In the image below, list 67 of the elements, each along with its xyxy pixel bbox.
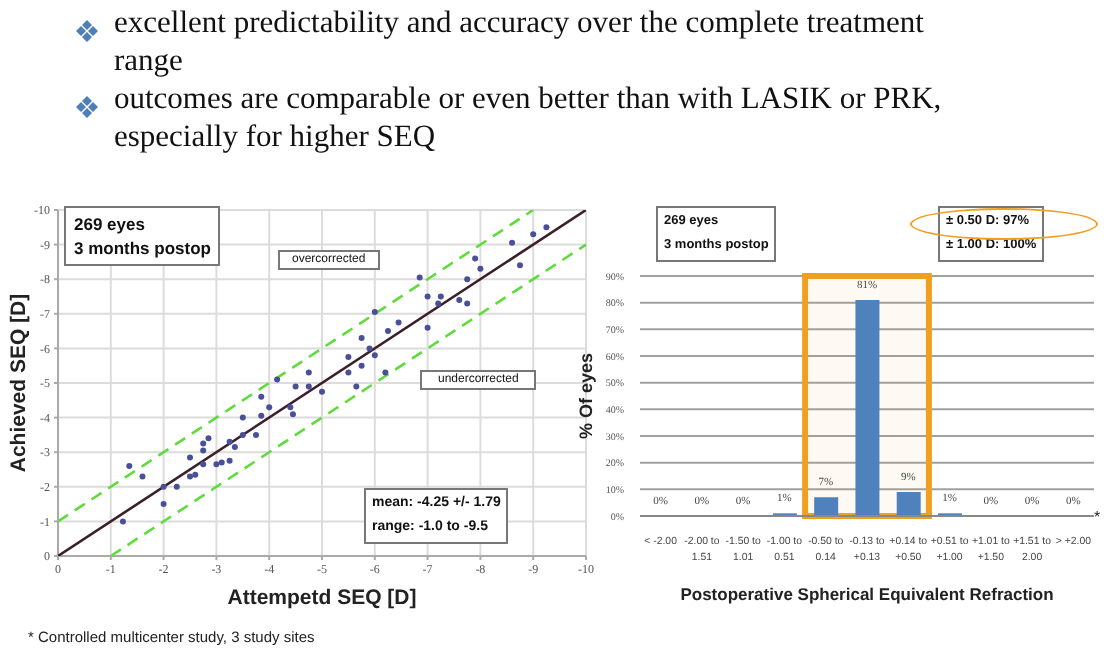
point	[139, 473, 146, 480]
point	[266, 404, 273, 411]
point	[509, 239, 516, 246]
point	[345, 354, 352, 361]
point	[530, 231, 537, 238]
point	[226, 457, 233, 464]
x-axis-title: Attempetd SEQ [D]	[227, 586, 417, 610]
point	[345, 369, 352, 376]
point	[385, 328, 391, 335]
point	[353, 383, 360, 390]
point	[258, 393, 265, 400]
point	[456, 296, 463, 303]
y-axis-title: Achieved SEQ [D]	[7, 293, 32, 473]
point	[160, 501, 167, 508]
point	[371, 352, 378, 359]
point	[416, 274, 423, 281]
point	[173, 483, 180, 490]
point	[305, 383, 312, 390]
point	[371, 309, 378, 316]
point	[126, 463, 133, 470]
bar	[814, 497, 839, 516]
point	[464, 300, 471, 307]
point	[424, 293, 431, 300]
point	[366, 345, 373, 352]
point	[205, 435, 212, 442]
bar	[896, 492, 921, 516]
point	[200, 440, 207, 447]
point	[218, 459, 225, 466]
point	[305, 369, 312, 376]
point	[424, 324, 431, 331]
point	[472, 255, 479, 262]
point	[231, 444, 238, 451]
point	[292, 383, 299, 390]
point	[239, 431, 246, 438]
point	[289, 411, 296, 418]
point	[192, 471, 199, 478]
point	[287, 404, 294, 411]
annotation: 269 eyes	[74, 212, 147, 236]
point	[517, 262, 523, 269]
point	[160, 483, 167, 490]
text: outcomes are comparable or even better than with LASIK or PRK, especially for higher SEQ	[114, 80, 944, 156]
point	[226, 438, 233, 445]
point	[274, 376, 281, 383]
point	[187, 473, 193, 480]
point	[253, 431, 259, 438]
point	[395, 319, 402, 326]
point	[319, 388, 325, 395]
point	[213, 461, 220, 468]
point	[187, 454, 193, 461]
point	[258, 412, 265, 419]
bar	[855, 300, 880, 516]
point	[239, 414, 246, 421]
point	[382, 369, 389, 376]
point	[464, 276, 471, 283]
point	[477, 265, 484, 272]
point	[200, 461, 207, 468]
annotation: *	[1094, 508, 1101, 526]
y-axis-title: % Of eyes	[576, 352, 597, 440]
annotation: 3 months postop	[74, 236, 211, 260]
point	[119, 518, 126, 525]
point	[358, 362, 365, 369]
x-axis-title: Postoperative Spherical Equivalent Refraction	[680, 584, 1054, 604]
point	[435, 300, 442, 307]
point	[543, 224, 550, 231]
point	[358, 335, 365, 342]
point	[437, 293, 444, 300]
point	[200, 447, 207, 454]
